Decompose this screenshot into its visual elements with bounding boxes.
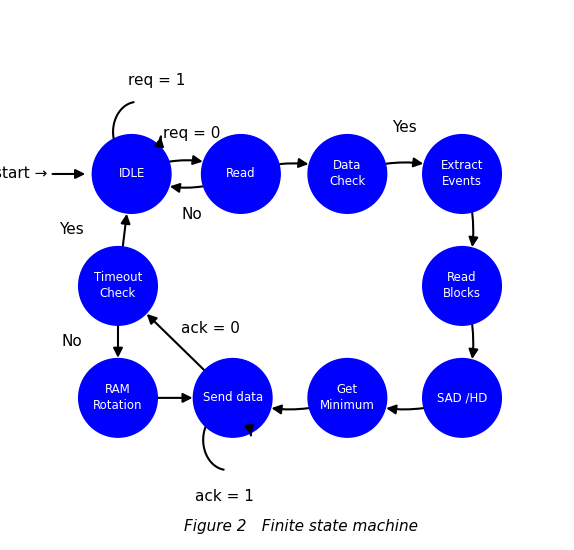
Circle shape [308, 359, 387, 437]
Text: Extract
Events: Extract Events [441, 160, 483, 189]
Text: start →: start → [0, 167, 47, 182]
FancyArrowPatch shape [274, 405, 309, 413]
Circle shape [308, 135, 387, 213]
FancyArrowPatch shape [280, 159, 306, 167]
Circle shape [92, 135, 171, 213]
Text: ack = 1: ack = 1 [195, 489, 254, 504]
Text: No: No [181, 207, 202, 222]
Text: Timeout
Check: Timeout Check [94, 271, 142, 300]
Text: IDLE: IDLE [118, 167, 145, 180]
FancyArrowPatch shape [170, 156, 200, 164]
FancyArrowPatch shape [470, 324, 477, 357]
Circle shape [422, 135, 501, 213]
Text: SAD /HD: SAD /HD [437, 392, 487, 404]
Text: Data
Check: Data Check [329, 160, 366, 189]
FancyArrowPatch shape [470, 213, 477, 245]
FancyArrowPatch shape [172, 184, 203, 192]
Text: Send data: Send data [203, 392, 263, 404]
FancyArrowPatch shape [114, 326, 122, 355]
Text: Yes: Yes [392, 120, 417, 135]
Text: Yes: Yes [59, 222, 84, 238]
Text: Read: Read [226, 167, 255, 180]
Text: Read
Blocks: Read Blocks [443, 271, 481, 300]
Text: ack = 0: ack = 0 [181, 321, 241, 336]
Text: RAM
Rotation: RAM Rotation [93, 383, 143, 412]
Text: Get
Minimum: Get Minimum [320, 383, 375, 412]
Circle shape [201, 135, 280, 213]
FancyArrowPatch shape [122, 216, 129, 246]
Circle shape [79, 246, 157, 325]
Text: Figure 2 Finite state machine: Figure 2 Finite state machine [184, 519, 418, 534]
Text: No: No [61, 334, 82, 349]
FancyArrowPatch shape [389, 405, 423, 413]
Circle shape [422, 359, 501, 437]
Circle shape [193, 359, 272, 437]
FancyArrowPatch shape [158, 394, 190, 402]
FancyArrowPatch shape [148, 316, 204, 370]
Circle shape [422, 246, 501, 325]
FancyArrowPatch shape [386, 158, 421, 166]
Text: req = 0: req = 0 [163, 125, 220, 140]
Circle shape [79, 359, 157, 437]
Text: req = 1: req = 1 [127, 73, 185, 88]
